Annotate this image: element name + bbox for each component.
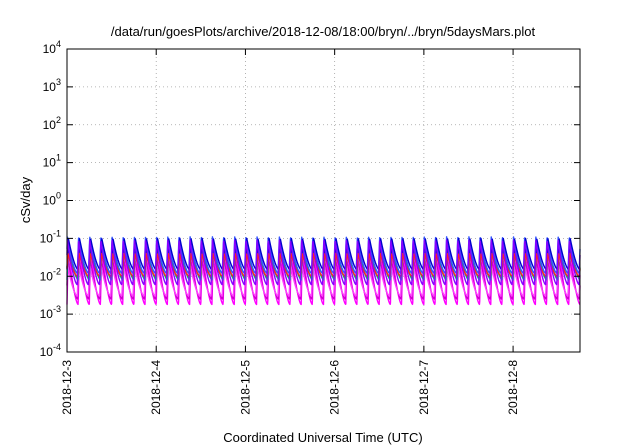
y-tick-label: 10-3 <box>40 304 61 321</box>
series-group <box>66 236 581 306</box>
y-tick-label: 101 <box>43 153 61 170</box>
y-tick-label: 100 <box>43 191 61 208</box>
y-tick-label: 10-4 <box>40 342 61 359</box>
y-tick-label: 103 <box>43 77 61 94</box>
x-tick-label: 2018-12-7 <box>417 360 431 415</box>
y-axis: 10-4 10-3 10-2 10-1 100 101 102 103 104 <box>40 39 580 359</box>
chart-title: /data/run/goesPlots/archive/2018-12-08/1… <box>111 24 536 39</box>
gridlines <box>67 49 580 352</box>
series-line <box>66 239 581 286</box>
x-tick-label: 2018-12-8 <box>506 360 520 415</box>
y-tick-label: 102 <box>43 115 61 132</box>
x-axis-label: Coordinated Universal Time (UTC) <box>223 430 422 445</box>
x-axis: 2018-12-3 2018-12-4 2018-12-5 2018-12-6 2018… <box>60 49 520 415</box>
y-tick-label: 10-1 <box>40 228 61 245</box>
y-tick-label: 104 <box>43 39 61 56</box>
y-axis-label: cSv/day <box>18 176 33 223</box>
x-tick-label: 2018-12-6 <box>328 360 342 415</box>
x-tick-label: 2018-12-3 <box>60 360 74 415</box>
x-tick-label: 2018-12-4 <box>149 360 163 415</box>
y-tick-label: 10-2 <box>40 266 61 283</box>
x-tick-label: 2018-12-5 <box>238 360 252 415</box>
